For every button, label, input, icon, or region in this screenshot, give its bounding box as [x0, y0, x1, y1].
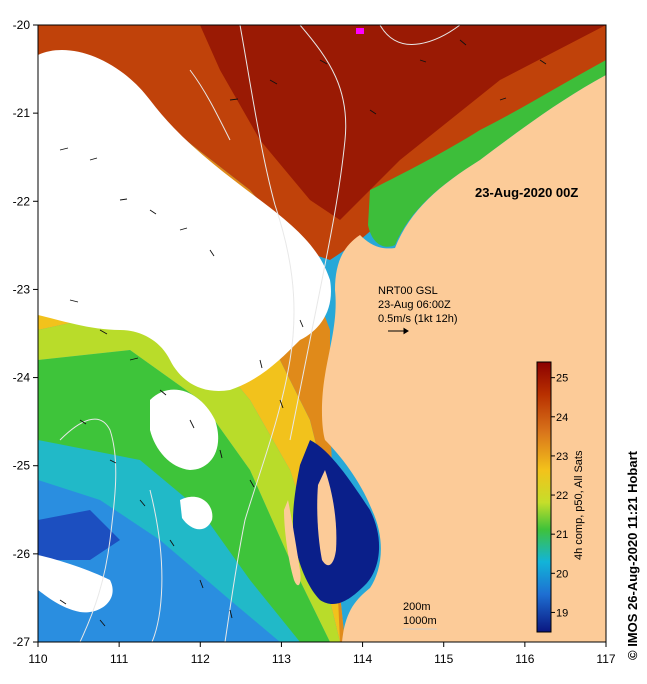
- current-legend-source: NRT00 GSL: [378, 285, 438, 297]
- lat-tick-label: -23: [13, 282, 31, 296]
- longitude-axis: 110 111 112 113 114 115 116 117: [28, 642, 616, 666]
- lon-tick-label: 114: [353, 652, 372, 666]
- sst-band-green: [38, 350, 330, 642]
- lat-tick-label: -22: [13, 194, 31, 208]
- isobath-200m-label: 200m: [403, 601, 431, 613]
- current-legend-time: 23-Aug 06:00Z: [378, 299, 451, 311]
- lat-tick-label: -26: [13, 547, 31, 561]
- colorbar-ticks: 19 20 21 22 23 24 25: [551, 373, 568, 619]
- colorbar-caption: 4h comp, p50, All Sats: [573, 450, 585, 560]
- credit-text: © IMOS 26-Aug-2020 11:21 Hobart: [625, 450, 640, 660]
- colorbar: 19 20 21 22 23 24 25 4h comp, p50, All Sats: [536, 361, 585, 633]
- colorbar-tick-label: 21: [556, 529, 568, 541]
- lon-tick-label: 116: [515, 652, 534, 666]
- current-scale-arrow-icon: [388, 327, 409, 335]
- cloud-mask: [38, 50, 331, 391]
- map-plot-area: [38, 25, 606, 642]
- colorbar-tick-label: 23: [556, 451, 568, 463]
- latitude-axis: -20 -21 -22 -23 -24 -25 -26 -27: [13, 18, 38, 649]
- lon-tick-label: 117: [596, 652, 615, 666]
- lon-tick-label: 110: [28, 652, 47, 666]
- cloud-mask-4: [180, 496, 213, 530]
- current-vectors: [59, 39, 547, 627]
- sst-band-darkred: [200, 25, 606, 220]
- map-date-title: 23-Aug-2020 00Z: [475, 185, 578, 200]
- current-legend-scale: 0.5m/s (1kt 12h): [378, 313, 457, 325]
- cloud-mask-3: [38, 555, 113, 613]
- sst-band-cyan: [38, 440, 320, 642]
- lon-tick-label: 111: [110, 652, 129, 666]
- cloud-mask-2: [150, 389, 219, 470]
- marker: [356, 28, 364, 34]
- colorbar-tick-label: 25: [556, 373, 568, 385]
- land-mass: [321, 75, 606, 642]
- plot-frame: [37, 24, 607, 643]
- isobath-legend: 200m 1000m: [403, 601, 437, 630]
- lon-tick-label: 112: [191, 652, 210, 666]
- lon-tick-label: 113: [272, 652, 291, 666]
- lat-tick-label: -25: [13, 459, 31, 473]
- coastal-green-strip: [368, 60, 606, 247]
- colorbar-tick-label: 19: [556, 607, 568, 619]
- colorbar-tick-label: 22: [556, 490, 568, 502]
- lat-tick-label: -24: [13, 371, 31, 385]
- dirk-hartog-island: [284, 500, 301, 586]
- lat-tick-label: -27: [13, 635, 31, 649]
- colorbar-tick-label: 24: [556, 412, 568, 424]
- lon-tick-label: 115: [434, 652, 453, 666]
- lat-tick-label: -21: [13, 106, 31, 120]
- isobath-lines: [59, 25, 461, 642]
- isobath-1000m-label: 1000m: [403, 615, 437, 627]
- lat-tick-label: -20: [13, 18, 31, 32]
- colorbar-gradient: [536, 361, 552, 633]
- shark-bay-water: [292, 440, 380, 605]
- peron-peninsula: [317, 470, 337, 566]
- current-legend: NRT00 GSL 23-Aug 06:00Z 0.5m/s (1kt 12h): [378, 285, 457, 335]
- sst-band-deep-blue: [38, 510, 120, 560]
- colorbar-tick-label: 20: [556, 568, 568, 580]
